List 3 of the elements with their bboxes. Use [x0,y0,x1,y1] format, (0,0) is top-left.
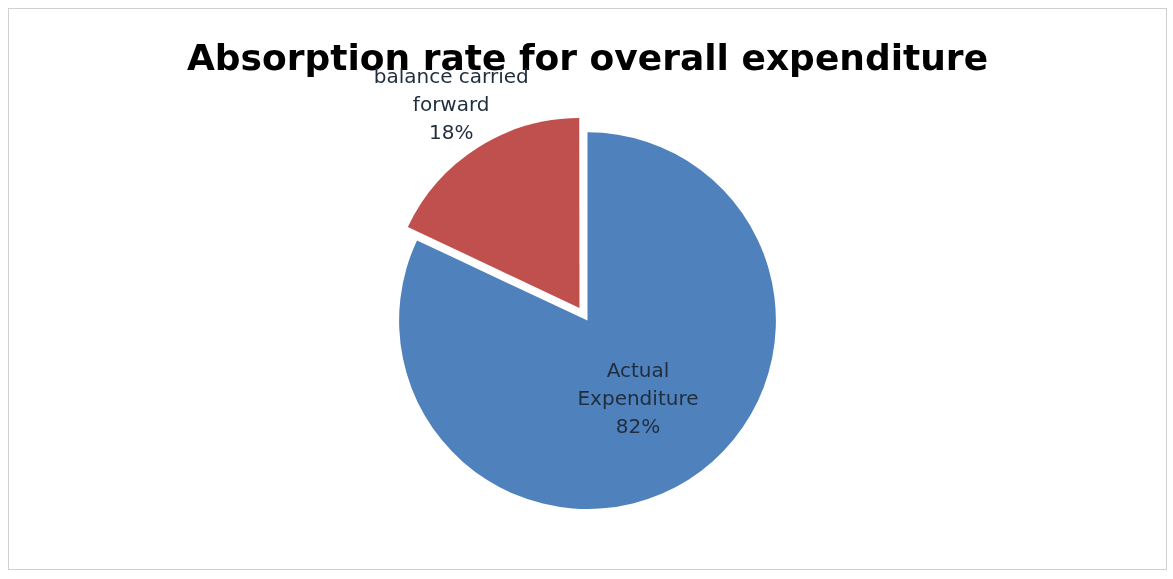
slice-label: Actual Expenditure [577,358,699,411]
data-label: 18% [428,120,474,145]
data-label: 82% [615,414,661,439]
